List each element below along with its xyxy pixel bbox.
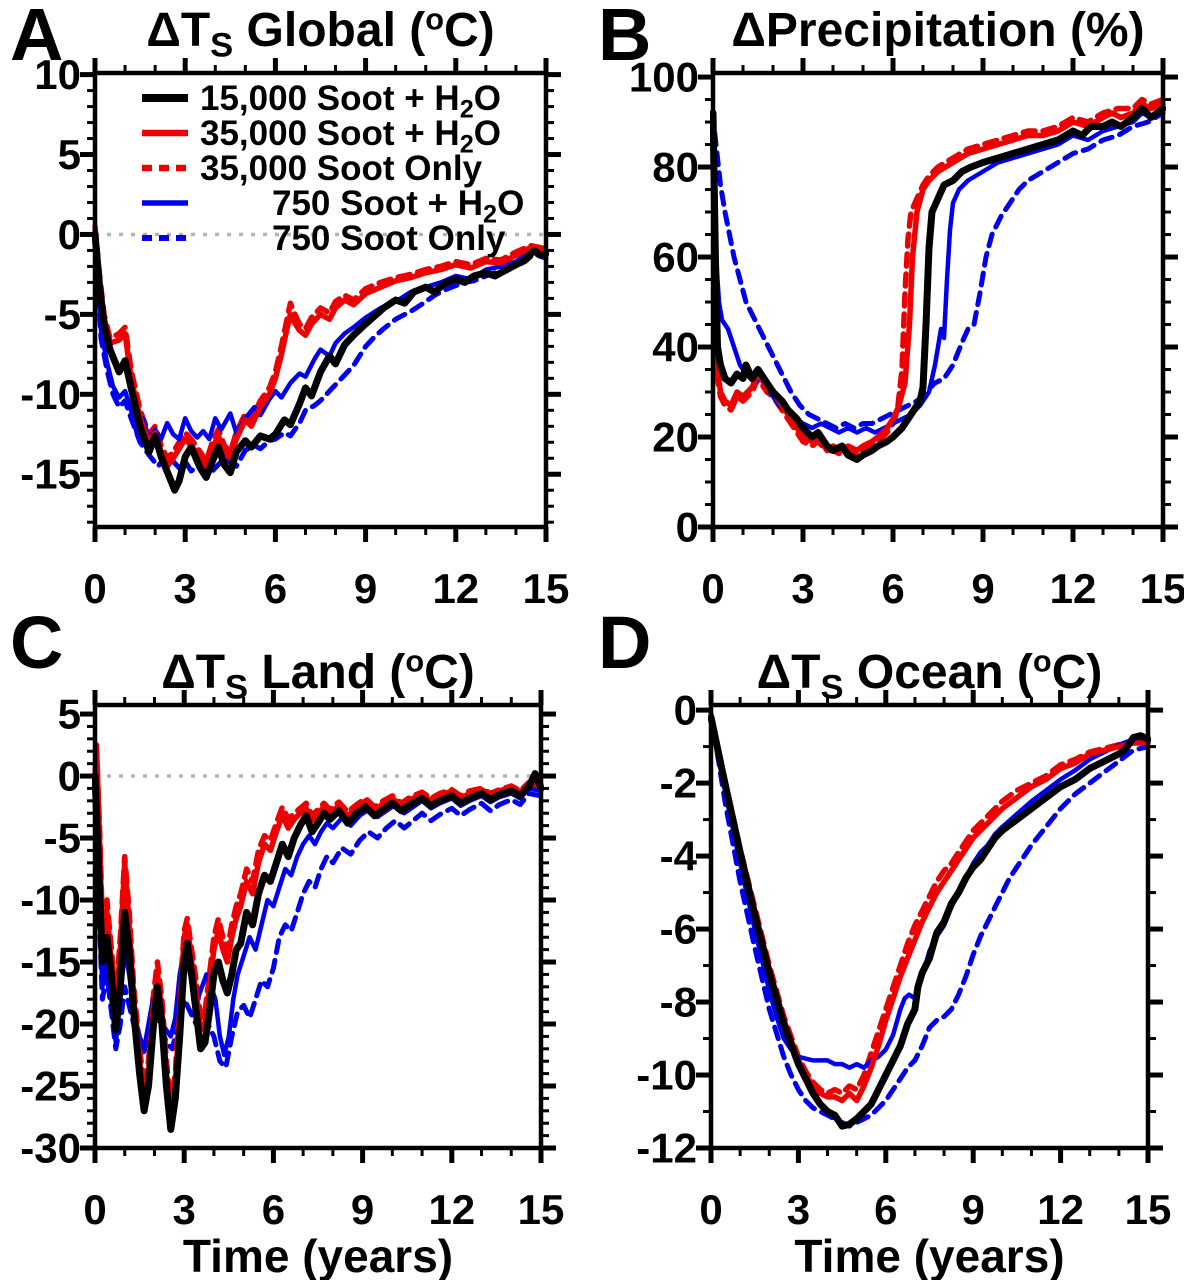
plot-frame [708,702,1151,1151]
panel-letter-c: C [10,601,63,684]
x-axis-label-d: Time (years) [794,1230,1064,1280]
series-line-soot15000_h2o-c [92,770,544,1133]
y-tick-label: 0 [58,753,81,800]
y-tick-label: 0 [674,687,697,734]
plot-frame [710,70,1166,530]
x-tick-label: 15 [1140,565,1184,612]
panel-A: 10 5 0 -5 -10 -15 0 3 6 9 12 15 ΔTS Global (oC) A 15,0… [10,0,569,612]
y-tick-label: -6 [660,906,697,953]
x-tick-label: 0 [83,565,106,612]
y-tick-label: 0 [676,504,699,551]
x-tick-label: 3 [787,1186,810,1233]
x-tick-label: 6 [264,565,287,612]
x-tick-label: 12 [1050,565,1097,612]
series-line-soot15000_h2o-a [92,231,549,494]
axis-ticks [80,58,561,542]
axis-ticks [80,690,556,1163]
legend-label-soot750_only: 750 Soot Only [272,219,506,258]
plot-frame [92,70,549,530]
panel-letter-a: A [10,0,63,76]
y-tick-label: -12 [636,1125,697,1172]
y-tick-label: -15 [20,451,81,498]
y-tick-label: 100 [629,54,699,101]
y-tick-label: -30 [20,1125,81,1172]
legend-label-soot750_h2o: 750 Soot + H2O [272,184,524,229]
panel-title-c: ΔTS Land (oC) [161,644,475,707]
series-line-soot750_only-d [708,711,1151,1129]
y-tick-label: -5 [44,291,81,338]
x-tick-label: 6 [874,1186,897,1233]
y-tick-label: -25 [20,1063,81,1110]
x-tick-label: 6 [262,1186,285,1233]
legend-label-soot15000_h2o: 15,000 Soot + H2O [200,79,501,124]
y-tick-label: -8 [660,979,697,1026]
y-tick-label: 80 [652,144,699,191]
panel-title-b: ΔPrecipitation (%) [731,4,1144,57]
panel-title-a: ΔTS Global (oC) [146,2,494,65]
y-tick-label: 20 [652,414,699,461]
x-tick-label: 3 [173,1186,196,1233]
y-tick-label: -10 [636,1052,697,1099]
series-line-soot750_only-b [710,110,1166,431]
x-tick-label: 15 [523,565,570,612]
panel-letter-d: D [598,601,651,684]
x-tick-label: 0 [699,1186,722,1233]
axis-ticks [698,58,1178,542]
panel-letter-b: B [598,0,651,76]
x-tick-label: 3 [174,565,197,612]
y-tick-label: -4 [660,833,698,880]
y-tick-label: -15 [20,939,81,986]
x-tick-label: 3 [791,565,814,612]
x-tick-label: 12 [432,565,479,612]
x-tick-label: 6 [881,565,904,612]
x-tick-label: 9 [351,1186,374,1233]
legend-label-soot35000_h2o: 35,000 Soot + H2O [200,114,501,159]
y-tick-label: 0 [58,211,81,258]
x-axis-label-c: Time (years) [183,1230,453,1280]
panel-title-d: ΔTS Ocean (oC) [757,644,1103,707]
series-line-soot15000_h2o-d [708,713,1151,1130]
y-tick-label: 5 [58,691,81,738]
y-tick-label: -2 [660,760,697,807]
y-tick-label: 10 [34,51,81,98]
y-tick-label: -20 [20,1001,81,1048]
series-line-soot15000_h2o-b [710,105,1166,463]
x-tick-label: 0 [701,565,724,612]
y-tick-label: -5 [44,815,81,862]
x-tick-label: 9 [354,565,377,612]
x-tick-label: 9 [962,1186,985,1233]
y-tick-label: 60 [652,234,699,281]
x-tick-label: 12 [428,1186,475,1233]
series-line-soot35000_only-a [92,223,549,465]
panel-B: 100 80 60 40 20 00 3 6 9 12 15 ΔPrecipitation (%) B [598,0,1184,612]
legend-label-soot35000_only: 35,000 Soot Only [200,149,483,188]
x-tick-label: 15 [518,1186,565,1233]
axis-ticks [696,690,1163,1163]
y-tick-label: -10 [20,877,81,924]
y-tick-label: 40 [652,324,699,371]
series-line-soot750_only-a [92,232,549,477]
x-tick-label: 15 [1125,1186,1172,1233]
y-tick-label: 5 [58,131,81,178]
y-tick-label: -10 [20,371,81,418]
x-tick-label: 9 [971,565,994,612]
plot-frame [92,702,544,1151]
x-tick-label: 0 [83,1186,106,1233]
x-tick-label: 12 [1037,1186,1084,1233]
